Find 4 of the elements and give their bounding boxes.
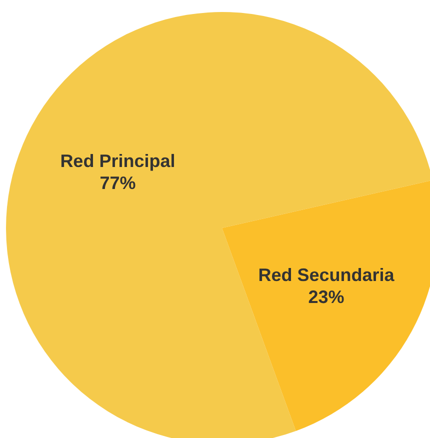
slice-label: Red Principal: [60, 151, 176, 172]
data-label: 77%: [100, 173, 136, 194]
slice-label: Red Secundaria: [258, 264, 396, 285]
data-label: 23%: [308, 286, 344, 307]
